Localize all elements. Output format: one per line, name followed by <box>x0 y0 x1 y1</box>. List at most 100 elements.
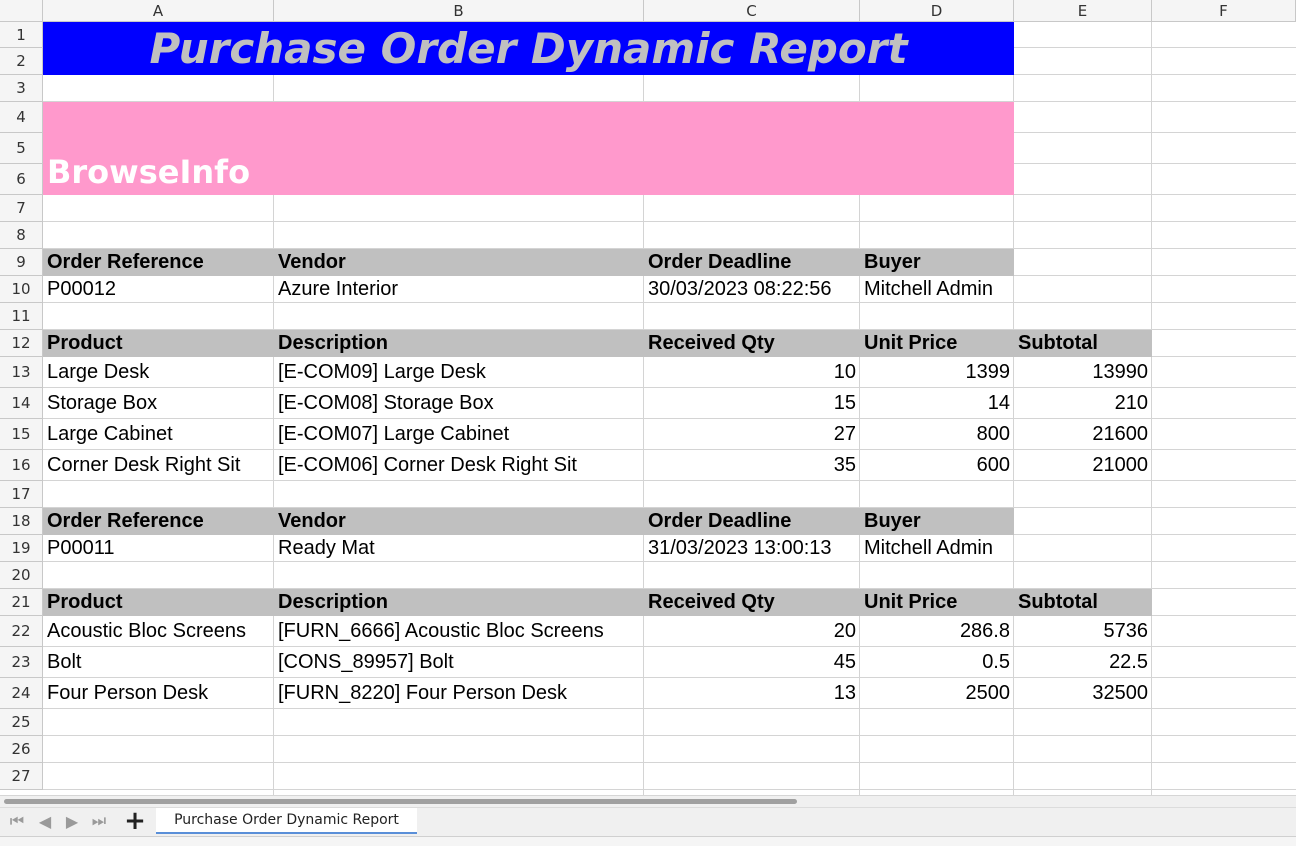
table-cell[interactable]: 20 <box>833 620 856 642</box>
table-cell[interactable]: 0.5 <box>982 651 1010 673</box>
table-cell[interactable]: 15 <box>833 392 856 414</box>
line-header-cell[interactable]: Product <box>47 591 123 613</box>
add-sheet-icon[interactable]: + <box>124 806 146 836</box>
line-header-cell[interactable]: Product <box>47 332 123 354</box>
table-cell[interactable]: 10 <box>833 361 856 383</box>
row-header[interactable]: 19 <box>0 535 43 562</box>
row-header[interactable]: 26 <box>0 736 43 763</box>
select-all-corner[interactable] <box>0 0 43 22</box>
table-cell[interactable]: [FURN_6666] Acoustic Bloc Screens <box>278 620 604 642</box>
table-cell[interactable]: Bolt <box>47 651 82 673</box>
table-cell[interactable]: 800 <box>976 423 1010 445</box>
line-header-cell[interactable]: Description <box>278 591 389 613</box>
table-cell[interactable]: 22.5 <box>1109 651 1148 673</box>
line-header-cell[interactable]: Received Qty <box>648 332 775 354</box>
order-info-cell[interactable]: Mitchell Admin <box>864 278 993 300</box>
table-cell[interactable]: [FURN_8220] Four Person Desk <box>278 682 568 704</box>
row-header[interactable]: 8 <box>0 222 43 249</box>
table-cell[interactable]: [E-COM08] Storage Box <box>278 392 494 414</box>
order-info-cell[interactable]: Mitchell Admin <box>864 537 993 559</box>
order-header-cell[interactable]: Vendor <box>278 251 346 273</box>
order-info-cell[interactable]: Azure Interior <box>278 278 399 300</box>
line-header-cell[interactable]: Unit Price <box>864 332 958 354</box>
table-cell[interactable]: 1399 <box>965 361 1011 383</box>
order-header-cell[interactable]: Buyer <box>864 510 921 532</box>
row-header[interactable]: 27 <box>0 763 43 790</box>
table-cell[interactable]: 210 <box>1114 392 1148 414</box>
line-header-cell[interactable]: Description <box>278 332 389 354</box>
table-cell[interactable]: [CONS_89957] Bolt <box>278 651 454 673</box>
sheet-tab[interactable]: Purchase Order Dynamic Report <box>156 808 417 834</box>
line-header-cell[interactable]: Received Qty <box>648 591 775 613</box>
order-header-cell[interactable]: Buyer <box>864 251 921 273</box>
table-cell[interactable]: 45 <box>833 651 856 673</box>
row-header[interactable]: 16 <box>0 450 43 481</box>
row-header[interactable]: 7 <box>0 195 43 222</box>
order-info-cell[interactable]: Ready Mat <box>278 537 375 559</box>
table-cell[interactable]: Corner Desk Right Sit <box>47 454 241 476</box>
table-cell[interactable]: 27 <box>833 423 856 445</box>
table-cell[interactable]: 21000 <box>1092 454 1148 476</box>
order-header-cell[interactable]: Vendor <box>278 510 346 532</box>
row-header[interactable]: 6 <box>0 164 43 195</box>
line-header-cell[interactable]: Subtotal <box>1018 591 1098 613</box>
row-header[interactable]: 15 <box>0 419 43 450</box>
row-header[interactable]: 21 <box>0 589 43 616</box>
last-sheet-icon[interactable]: ⏭ <box>91 811 107 830</box>
order-header-cell[interactable]: Order Reference <box>47 251 204 273</box>
column-header[interactable]: C <box>644 0 860 22</box>
order-info-cell[interactable]: 31/03/2023 13:00:13 <box>648 537 832 559</box>
row-header[interactable]: 11 <box>0 303 43 330</box>
order-info-cell[interactable]: P00011 <box>47 537 115 559</box>
line-header-cell[interactable]: Unit Price <box>864 591 958 613</box>
table-cell[interactable]: 286.8 <box>959 620 1010 642</box>
row-header[interactable]: 25 <box>0 709 43 736</box>
table-cell[interactable]: Large Cabinet <box>47 423 173 445</box>
table-cell[interactable]: Storage Box <box>47 392 158 414</box>
row-header[interactable]: 1 <box>0 22 43 48</box>
line-header-cell[interactable]: Subtotal <box>1018 332 1098 354</box>
table-cell[interactable]: 2500 <box>965 682 1011 704</box>
table-cell[interactable]: 14 <box>987 392 1010 414</box>
row-header[interactable]: 17 <box>0 481 43 508</box>
prev-sheet-icon[interactable]: ◀ <box>38 811 52 831</box>
table-cell[interactable]: 5736 <box>1103 620 1149 642</box>
row-header[interactable]: 9 <box>0 249 43 276</box>
row-header[interactable]: 4 <box>0 102 43 133</box>
table-cell[interactable]: Acoustic Bloc Screens <box>47 620 246 642</box>
first-sheet-icon[interactable]: ⏮ <box>9 811 25 830</box>
column-header[interactable]: F <box>1152 0 1296 22</box>
row-header[interactable]: 3 <box>0 75 43 102</box>
order-header-cell[interactable]: Order Reference <box>47 510 204 532</box>
row-header[interactable]: 2 <box>0 48 43 75</box>
column-header[interactable]: D <box>860 0 1014 22</box>
order-info-cell[interactable]: 30/03/2023 08:22:56 <box>648 278 832 300</box>
table-cell[interactable]: 35 <box>833 454 856 476</box>
row-header[interactable]: 12 <box>0 330 43 357</box>
table-cell[interactable]: [E-COM06] Corner Desk Right Sit <box>278 454 577 476</box>
row-header[interactable]: 20 <box>0 562 43 589</box>
row-header[interactable]: 14 <box>0 388 43 419</box>
column-header[interactable]: A <box>43 0 274 22</box>
table-cell[interactable]: 13990 <box>1092 361 1148 383</box>
table-cell[interactable]: [E-COM07] Large Cabinet <box>278 423 510 445</box>
table-cell[interactable]: 600 <box>976 454 1010 476</box>
row-header[interactable]: 24 <box>0 678 43 709</box>
order-header-cell[interactable]: Order Deadline <box>648 251 792 273</box>
title-banner[interactable] <box>43 22 1014 75</box>
table-cell[interactable]: 13 <box>833 682 856 704</box>
table-cell[interactable]: 21600 <box>1092 423 1148 445</box>
table-cell[interactable]: [E-COM09] Large Desk <box>278 361 486 383</box>
brand-banner[interactable] <box>43 102 1014 195</box>
row-header[interactable]: 5 <box>0 133 43 164</box>
order-info-cell[interactable]: P00012 <box>47 278 116 300</box>
table-cell[interactable]: 32500 <box>1092 682 1148 704</box>
table-cell[interactable]: Four Person Desk <box>47 682 209 704</box>
row-header[interactable]: 10 <box>0 276 43 303</box>
column-header[interactable]: E <box>1014 0 1152 22</box>
scrollbar-thumb[interactable] <box>4 799 797 804</box>
row-header[interactable]: 22 <box>0 616 43 647</box>
column-header[interactable]: B <box>274 0 644 22</box>
next-sheet-icon[interactable]: ▶ <box>65 811 79 831</box>
table-cell[interactable]: Large Desk <box>47 361 150 383</box>
